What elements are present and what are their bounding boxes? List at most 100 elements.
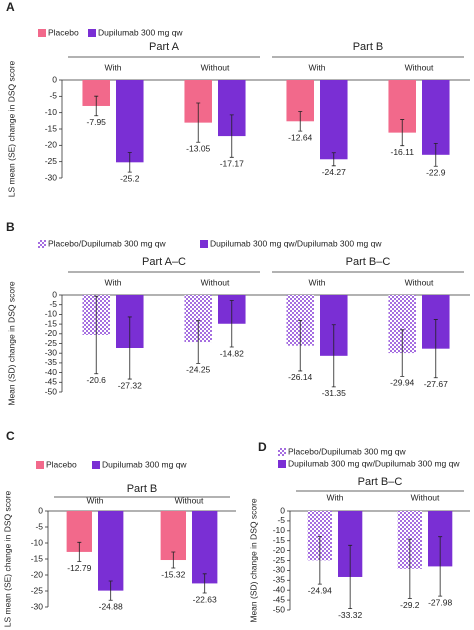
subgroup-label: Without (201, 277, 230, 287)
y-tick-label: -30 (45, 172, 58, 182)
y-tick-label: -30 (31, 601, 44, 611)
value-label: -16.11 (390, 147, 414, 157)
group-label: Part B (127, 483, 158, 495)
y-axis-label: LS mean (SE) change in DSQ score (2, 490, 12, 627)
group-label: Part A–C (142, 256, 186, 268)
value-label: -27.98 (428, 597, 452, 607)
y-tick-label: -45 (45, 377, 58, 387)
legend-label: Placebo (48, 27, 79, 37)
y-tick-label: -20 (31, 569, 44, 579)
subgroup-label: With (327, 492, 344, 502)
group-label: Part B–C (346, 256, 391, 268)
error-bar (438, 536, 443, 597)
y-tick-label: 0 (52, 289, 57, 299)
value-label: -24.27 (322, 167, 346, 177)
error-bar (407, 538, 412, 599)
y-tick-label: -5 (277, 515, 285, 525)
y-tick-label: -20 (273, 545, 286, 555)
value-label: -17.17 (220, 159, 244, 169)
y-tick-label: 0 (280, 505, 285, 515)
error-bar (94, 95, 99, 117)
value-label: -12.64 (288, 132, 312, 142)
subgroup-label: Without (175, 495, 204, 505)
error-bar (298, 320, 303, 372)
subgroup-label: With (105, 277, 122, 287)
value-label: -20.6 (87, 375, 107, 385)
y-axis-label: Mean (SD) change in DSQ score (248, 498, 258, 623)
value-label: -24.88 (99, 601, 123, 611)
subgroup-label: Without (201, 62, 230, 72)
subgroup-label: With (105, 62, 122, 72)
legend-swatch (278, 448, 286, 456)
legend-swatch (92, 461, 100, 469)
value-label: -25.2 (120, 173, 140, 183)
value-label: -33.32 (338, 610, 362, 620)
y-tick-label: -40 (45, 367, 58, 377)
y-tick-label: -10 (45, 309, 58, 319)
value-label: -27.32 (118, 380, 142, 390)
value-label: -13.05 (186, 143, 210, 153)
error-bar (229, 300, 234, 348)
legend-swatch (278, 460, 286, 468)
group-label: Part A (149, 41, 180, 53)
group-label: Part B (353, 41, 384, 53)
bar (98, 511, 124, 591)
error-bar (108, 580, 113, 601)
value-label: -12.79 (67, 563, 91, 573)
y-tick-label: 0 (52, 74, 57, 84)
value-label: -27.67 (424, 379, 448, 389)
error-bar (317, 536, 322, 585)
y-tick-label: -15 (273, 535, 286, 545)
bar (192, 511, 218, 584)
subgroup-label: Without (405, 277, 434, 287)
y-tick-label: -25 (45, 338, 58, 348)
value-label: -29.2 (400, 600, 420, 610)
error-bar (127, 316, 132, 380)
error-bar (348, 544, 353, 610)
y-tick-label: -35 (45, 357, 58, 367)
y-tick-label: -25 (45, 156, 58, 166)
legend-label: Placebo (46, 459, 77, 469)
y-tick-label: -50 (273, 604, 286, 614)
subgroup-label: With (309, 277, 326, 287)
panel-letter: B (6, 220, 15, 234)
value-label: -22.63 (193, 594, 217, 604)
y-tick-label: -30 (273, 565, 286, 575)
y-tick-label: -25 (273, 555, 286, 565)
y-axis-label: LS mean (SE) change in DSQ score (6, 60, 16, 197)
legend-swatch (38, 240, 46, 248)
subgroup-label: With (87, 495, 104, 505)
error-bar (94, 295, 99, 375)
group-label: Part B–C (358, 476, 403, 488)
legend-label: Dupilumab 300 mg qw (98, 27, 183, 37)
y-tick-label: -15 (45, 318, 58, 328)
y-tick-label: -50 (45, 386, 58, 396)
legend-swatch (88, 29, 96, 37)
value-label: -31.35 (322, 388, 346, 398)
y-tick-label: 0 (38, 505, 43, 515)
value-label: -24.94 (308, 585, 332, 595)
y-tick-label: -45 (273, 594, 286, 604)
error-bar (171, 551, 176, 569)
bar (116, 80, 144, 163)
subgroup-label: Without (405, 62, 434, 72)
panel-letter: C (6, 429, 15, 443)
subgroup-label: Without (411, 492, 440, 502)
legend-swatch (36, 461, 44, 469)
legend-label: Placebo/Dupilumab 300 mg qw (288, 446, 407, 456)
y-tick-label: -20 (45, 140, 58, 150)
legend-label: Dupilumab 300 mg qw (102, 459, 187, 469)
bar (422, 80, 450, 155)
legend-label: Dupilumab 300 mg qw/Dupilumab 300 mg qw (210, 238, 382, 248)
legend-label: Dupilumab 300 mg qw/Dupilumab 300 mg qw (288, 458, 460, 468)
value-label: -24.25 (186, 365, 210, 375)
error-bar (331, 152, 336, 167)
value-label: -29.94 (390, 378, 414, 388)
y-tick-label: -10 (31, 537, 44, 547)
value-label: -22.9 (426, 167, 446, 177)
error-bar (400, 329, 405, 377)
error-bar (77, 541, 82, 562)
error-bar (433, 319, 438, 379)
legend-swatch (38, 29, 46, 37)
